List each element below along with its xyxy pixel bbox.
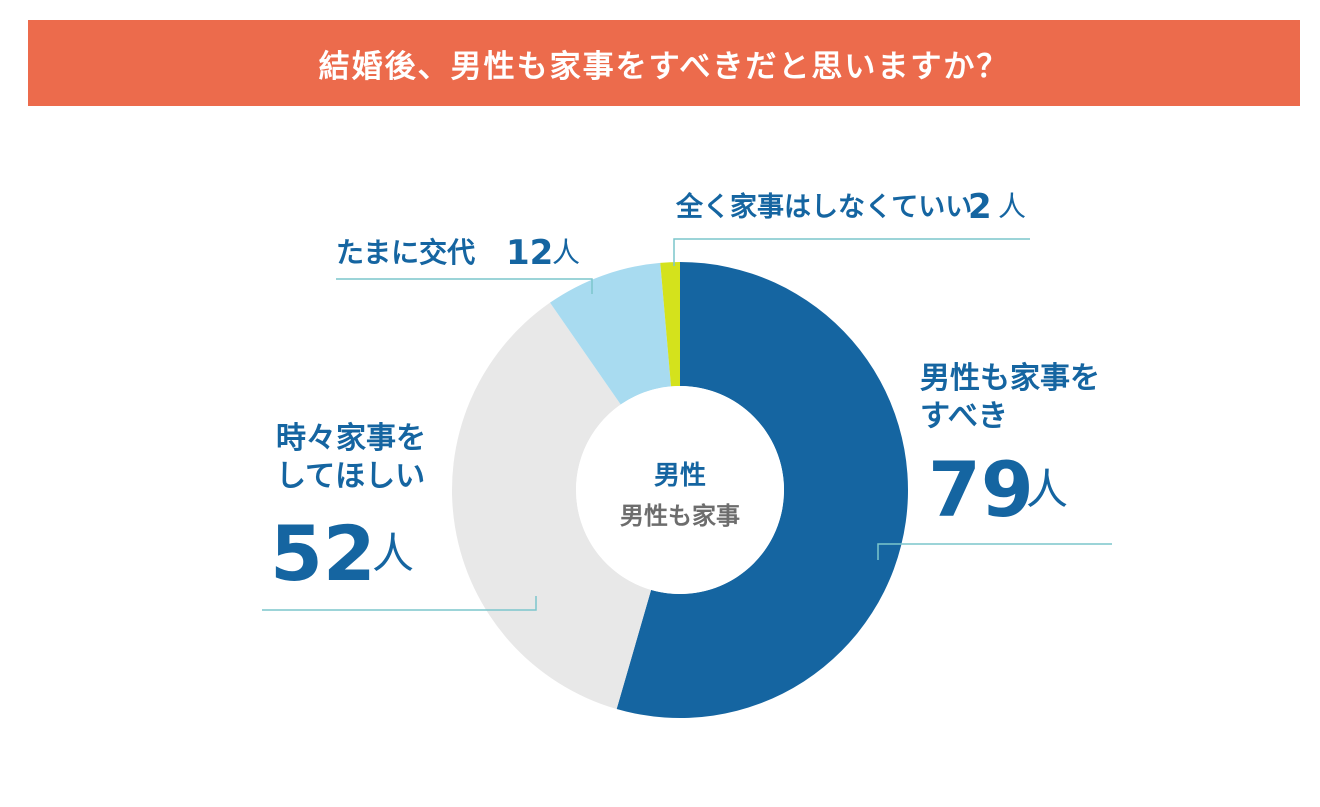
label-male-should-line1: 男性も家事を [920, 361, 1100, 396]
slice-male-should [616, 262, 908, 718]
label-not-at-all: 全く家事はしなくていい [675, 191, 972, 223]
donut-slices [451, 262, 908, 718]
unit-sometimes: 人 [372, 529, 414, 578]
slice-not-at-all [660, 262, 680, 387]
value-not-at-all: 2 [968, 187, 992, 227]
leader-line-occasionally [336, 278, 593, 294]
unit-male-should: 人 [1026, 465, 1068, 514]
leader-line-not-at-all [673, 238, 1030, 266]
unit-not-at-all: 人 [998, 190, 1026, 223]
chart-title: 結婚後、男性も家事をすべきだと思いますか？ [318, 48, 1010, 85]
leader-line-sometimes [262, 596, 537, 611]
label-sometimes-line1: 時々家事を [276, 421, 426, 456]
value-occasionally: 12 [506, 233, 553, 273]
label-occasionally: たまに交代 [336, 236, 475, 269]
leader-line-male-should [877, 543, 1112, 560]
label-male-should-line2: すべき [920, 399, 1008, 434]
slice-sometimes [451, 302, 652, 710]
value-male-should: 79 [928, 445, 1034, 534]
center-label-main: 男性 [654, 461, 706, 491]
unit-occasionally: 人 [552, 236, 580, 269]
donut-hole [576, 386, 784, 594]
slice-occasionally [550, 262, 671, 405]
center-label-sub: 男性も家事 [620, 502, 740, 530]
chart-title-banner: 結婚後、男性も家事をすべきだと思いますか？ [28, 20, 1300, 106]
label-sometimes-line2: してほしい [276, 459, 425, 494]
value-sometimes: 52 [270, 509, 376, 598]
